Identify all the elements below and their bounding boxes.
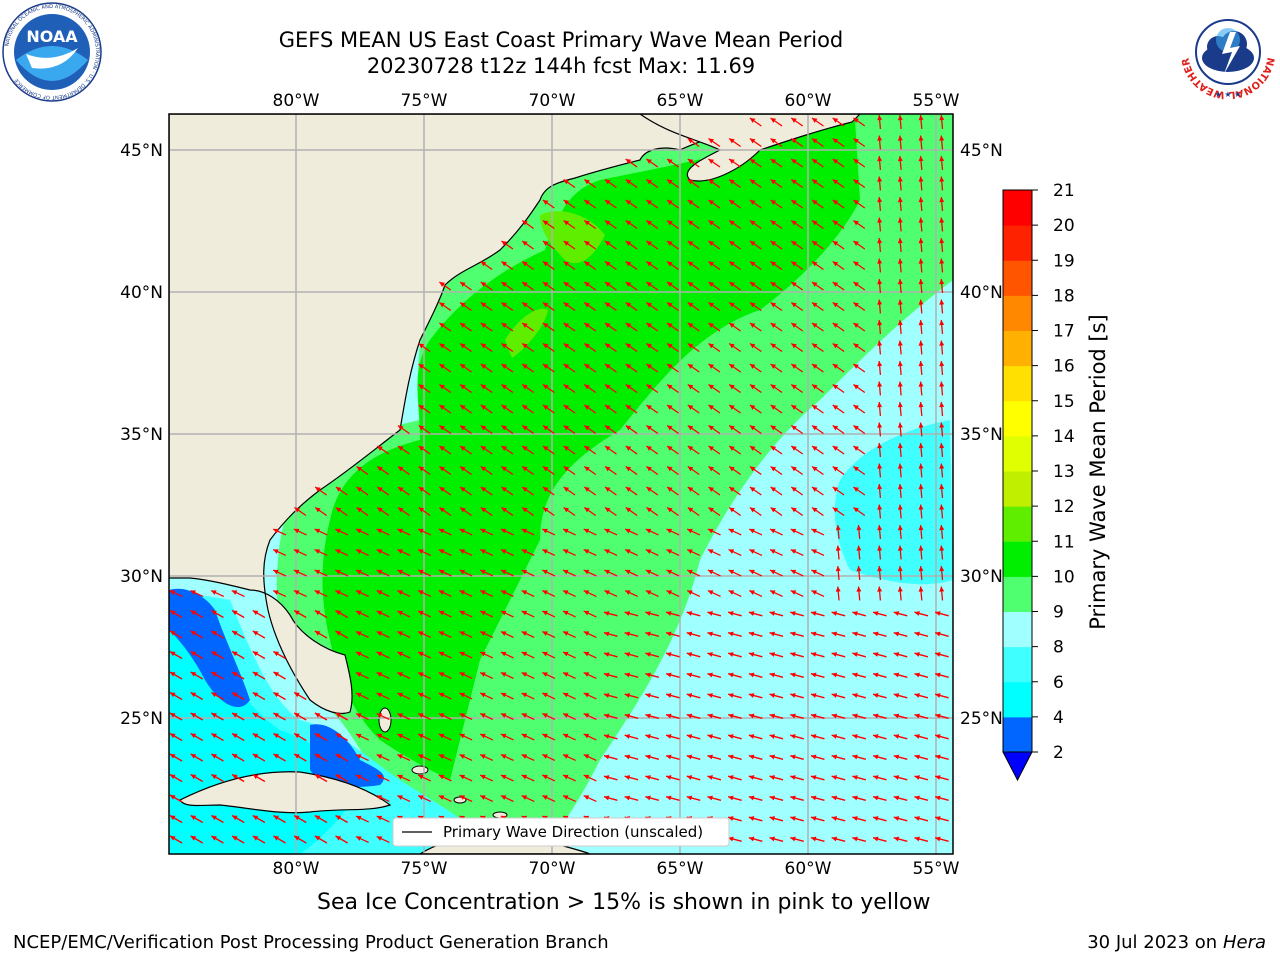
footer-right: 30 Jul 2023 on Hera xyxy=(1087,932,1266,953)
colorbar-segment xyxy=(1003,365,1032,402)
lon-tick-label-bottom: 80°W xyxy=(273,859,320,879)
colorbar-tick-label: 6 xyxy=(1053,673,1064,693)
colorbar-tick-label: 15 xyxy=(1053,392,1075,412)
lon-tick-label-top: 70°W xyxy=(529,91,576,111)
lat-tick-label-right: 25°N xyxy=(960,709,1003,729)
lat-tick-label-right: 40°N xyxy=(960,283,1003,303)
lon-tick-label-top: 55°W xyxy=(913,91,960,111)
lon-tick-label-top: 60°W xyxy=(785,91,832,111)
period-band-6-8-east xyxy=(834,420,953,585)
chart-subtitle: 20230728 t12z 144h fcst Max: 11.69 xyxy=(366,54,756,78)
wave-direction-arrows xyxy=(169,114,949,844)
colorbar: 2 4 6 8 9 10 11 12 13 14 15 16 17 18 19 20 21 xyxy=(1002,181,1075,782)
lat-tick-label-left: 40°N xyxy=(120,283,163,303)
footer-host: Hera xyxy=(1222,932,1266,953)
lon-tick-label-bottom: 55°W xyxy=(913,859,960,879)
colorbar-segment xyxy=(1003,400,1032,437)
period-band-2-4 xyxy=(169,588,250,708)
colorbar-segment xyxy=(1003,190,1032,226)
period-band-11-12b xyxy=(505,308,548,358)
colorbar-tick-label: 2 xyxy=(1053,743,1064,763)
colorbar-segment xyxy=(1003,541,1032,577)
lat-tick-label-right: 45°N xyxy=(960,141,1003,161)
colorbar-tick-label: 19 xyxy=(1053,251,1075,271)
colorbar-segment xyxy=(1003,260,1032,296)
colorbar-tick-label: 21 xyxy=(1053,181,1075,201)
footer-date: 30 Jul 2023 on xyxy=(1087,932,1223,953)
colorbar-tick-label: 9 xyxy=(1053,603,1064,623)
colorbar-segment xyxy=(1003,611,1032,648)
sea-ice-note: Sea Ice Concentration > 15% is shown in … xyxy=(317,890,931,915)
lon-tick-label-top: 75°W xyxy=(401,91,448,111)
lon-tick-label-bottom: 65°W xyxy=(657,859,704,879)
colorbar-under-extension xyxy=(1002,751,1033,782)
lon-tick-label-bottom: 75°W xyxy=(401,859,448,879)
land-cuba xyxy=(179,771,392,814)
colorbar-tick-label: 16 xyxy=(1053,357,1075,377)
noaa-logo: NOAA NATIONAL OCEANIC AND ATMOSPHERIC AD… xyxy=(2,2,102,102)
map-frame xyxy=(168,113,954,855)
colorbar-tick-label: 18 xyxy=(1053,286,1075,306)
lat-tick-label-left: 35°N xyxy=(120,425,163,445)
lat-tick-label-right: 30°N xyxy=(960,567,1003,587)
period-band-10-11 xyxy=(322,120,860,780)
lat-tick-label-right: 35°N xyxy=(960,425,1003,445)
colorbar-tick-label: 17 xyxy=(1053,322,1075,342)
nws-logo: NATIONAL WEATHER SERVICE ★ ★ ★ xyxy=(1178,2,1277,101)
colorbar-label: Primary Wave Mean Period [s] xyxy=(1086,314,1110,630)
lat-tick-label-left: 30°N xyxy=(120,567,163,587)
lon-tick-label-bottom: 60°W xyxy=(785,859,832,879)
lon-tick-label-top: 80°W xyxy=(273,91,320,111)
lon-tick-label-top: 65°W xyxy=(657,91,704,111)
colorbar-tick-label: 11 xyxy=(1053,532,1075,552)
colorbar-segment xyxy=(1003,471,1032,507)
colorbar-segment xyxy=(1003,576,1032,612)
colorbar-tick-label: 12 xyxy=(1053,497,1075,517)
colorbar-segment xyxy=(1003,295,1032,331)
colorbar-segment xyxy=(1003,225,1032,261)
colorbar-segment xyxy=(1003,506,1032,542)
period-band-2-4b xyxy=(310,724,384,787)
colorbar-tick-label: 20 xyxy=(1053,216,1075,236)
colorbar-tick-label: 13 xyxy=(1053,462,1075,482)
lon-tick-label-bottom: 70°W xyxy=(529,859,576,879)
colorbar-segment xyxy=(1003,716,1032,753)
colorbar-segment xyxy=(1003,681,1032,718)
colorbar-tick-label: 4 xyxy=(1053,708,1064,728)
land-north-america xyxy=(169,114,761,715)
colorbar-tick-label: 8 xyxy=(1053,638,1064,658)
colorbar-tick-label: 10 xyxy=(1053,567,1075,587)
colorbar-segment xyxy=(1003,646,1032,683)
colorbar-segment xyxy=(1003,330,1032,367)
chart-title: GEFS MEAN US East Coast Primary Wave Mea… xyxy=(278,28,844,52)
colorbar-segment xyxy=(1003,435,1032,472)
legend-label: Primary Wave Direction (unscaled) xyxy=(443,823,703,841)
svg-text:★ ★ ★: ★ ★ ★ xyxy=(1215,90,1242,99)
noaa-logo-text: NOAA xyxy=(26,27,78,46)
footer-left: NCEP/EMC/Verification Post Processing Pr… xyxy=(13,932,609,953)
colorbar-tick-label: 14 xyxy=(1053,427,1075,447)
arrow-legend: Primary Wave Direction (unscaled) xyxy=(392,817,730,847)
lat-tick-label-left: 25°N xyxy=(120,709,163,729)
lat-tick-label-left: 45°N xyxy=(120,141,163,161)
